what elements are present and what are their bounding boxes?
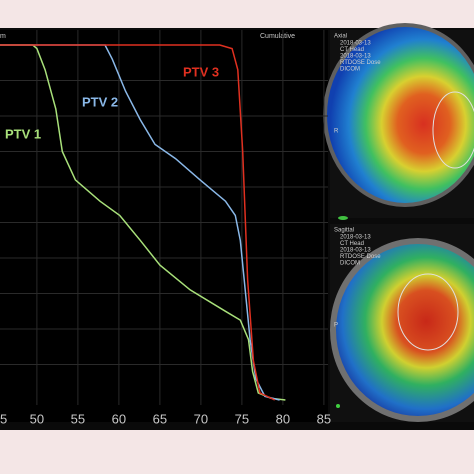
series-info: CT Head [340,47,364,53]
header-right: Cumulative [260,33,295,40]
view-name: Axial [334,34,347,40]
series-info: DICOM [340,67,360,73]
series-info: 2018-03-13 [340,235,371,241]
dvh-curve [0,44,286,401]
series-info: DICOM [340,261,360,267]
header-left: m [0,33,6,40]
sagittal-panel [330,216,474,422]
series-info: 2018-03-13 [340,248,371,254]
dose-wash [327,27,474,203]
orientation: R [334,129,339,135]
curve-label: PTV 2 [82,94,118,109]
x-tick-label: 70 [194,411,208,426]
view-name: Sagittal [334,228,354,234]
x-tick-label: 60 [112,411,126,426]
x-tick-label: 5 [0,411,7,426]
x-tick-label: 50 [30,411,44,426]
contour [432,91,474,169]
marker [336,404,340,408]
curve-label: PTV 1 [5,126,41,141]
series-info: 2018-03-13 [340,41,371,47]
orientation: P [334,323,338,329]
x-tick-label: 80 [276,411,290,426]
series-info: RTDOSE Dose [340,254,381,260]
x-tick-label: 55 [71,411,85,426]
dose-wash [336,244,474,416]
series-info: RTDOSE Dose [340,60,381,66]
x-tick-label: 65 [153,411,167,426]
x-tick-label: 85 [317,411,331,426]
axial-panel [323,23,474,218]
plot-area [0,30,328,422]
dvh-curve [0,44,276,401]
orientation-icon [338,216,348,220]
contour [397,273,459,351]
series-info: 2018-03-13 [340,54,371,60]
series-info: CT Head [340,241,364,247]
x-tick-label: 75 [235,411,249,426]
curve-label: PTV 3 [183,64,219,79]
